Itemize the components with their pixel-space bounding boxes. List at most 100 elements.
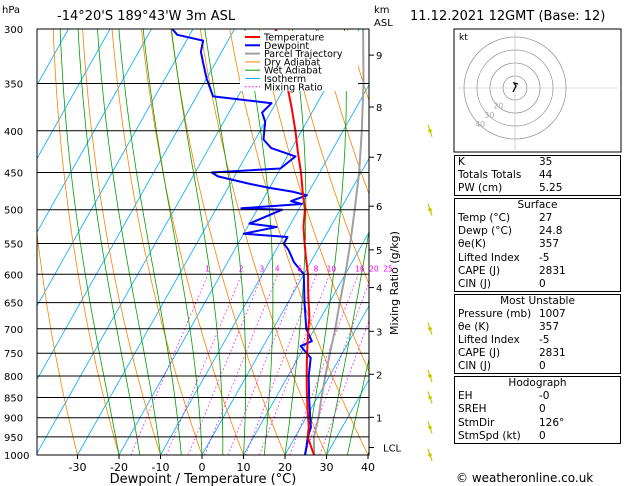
pressure-unit: hPa bbox=[2, 5, 20, 16]
height-tick-label: 7 bbox=[376, 153, 382, 164]
hodograph-table-value: -0 bbox=[539, 390, 550, 403]
surface-row: θe(K) 357 bbox=[455, 238, 620, 251]
most-unstable-value: -5 bbox=[539, 334, 550, 347]
most-unstable-row: Lifted Index -5 bbox=[455, 334, 620, 347]
wet-adiabat-line bbox=[59, 29, 120, 455]
mixing-ratio-line bbox=[188, 274, 263, 455]
most-unstable-row: θe (K) 357 bbox=[455, 321, 620, 334]
mixing-ratio-label: 20 bbox=[369, 264, 379, 273]
legend-entry: Mixing Ratio bbox=[264, 82, 323, 93]
mixing-ratio-label: 16 bbox=[355, 264, 365, 273]
mixing-ratio-label: 6 bbox=[297, 264, 302, 273]
surface-row: Dewp (°C) 24.8 bbox=[455, 225, 620, 238]
index-key: K bbox=[458, 156, 465, 168]
surface-key: Temp (°C) bbox=[458, 212, 511, 225]
pressure-tick-label: 550 bbox=[4, 239, 23, 250]
hodograph-table-row: SREH 0 bbox=[455, 403, 620, 416]
dry-adiabat-line bbox=[82, 29, 161, 455]
height-tick-label: 3 bbox=[376, 327, 382, 338]
surface-row: CIN (J) 0 bbox=[455, 278, 620, 291]
isotherm-line bbox=[37, 29, 194, 307]
hodograph-table-key: EH bbox=[458, 390, 473, 403]
location-title: -14°20'S 189°43'W 3m ASL bbox=[57, 9, 236, 24]
wind-barb-dot bbox=[428, 207, 432, 212]
mixing-ratio-label: 2 bbox=[239, 264, 244, 273]
isotherm-line bbox=[37, 29, 111, 160]
surface-value: 27 bbox=[539, 212, 553, 225]
hodograph-trace bbox=[512, 81, 519, 93]
mixing-ratio-line bbox=[304, 281, 369, 455]
height-tick-label: 1 bbox=[376, 413, 382, 424]
temp-tick-label: 0 bbox=[199, 461, 206, 474]
mixing-ratio-label: 4 bbox=[275, 264, 280, 273]
hodograph-table-value: 0 bbox=[539, 403, 546, 416]
height-tick-label: 4 bbox=[376, 284, 382, 295]
legend-entry: Temperature bbox=[263, 33, 324, 44]
height-unit-top: km bbox=[374, 5, 390, 16]
isotherm-line bbox=[37, 29, 235, 381]
surface-key: Lifted Index bbox=[458, 251, 520, 264]
height-tick-label: 8 bbox=[376, 103, 382, 114]
hodograph-table-value: 126° bbox=[539, 416, 565, 429]
most-unstable-key: CIN (J) bbox=[458, 360, 491, 373]
index-key: Totals Totals bbox=[458, 169, 522, 182]
surface-value: 24.8 bbox=[539, 225, 563, 238]
wind-barb-dot bbox=[428, 453, 432, 457]
mixing-ratio-line bbox=[227, 274, 301, 455]
surface-title: Surface bbox=[517, 199, 558, 212]
wet-adiabat-line bbox=[326, 228, 369, 455]
pressure-tick-label: 850 bbox=[4, 393, 23, 404]
surface-key: Dewp (°C) bbox=[458, 225, 512, 238]
temp-tick-label: -20 bbox=[110, 461, 128, 474]
surface-key: CAPE (J) bbox=[458, 264, 501, 277]
pressure-tick-label: 450 bbox=[4, 168, 23, 179]
index-row: Totals Totals 44 bbox=[455, 169, 620, 182]
pressure-tick-label: 300 bbox=[4, 25, 23, 36]
indices-section: K 35 Totals Totals 44 PW (cm) 5.25 bbox=[454, 155, 621, 197]
mixing-ratio-label: 3 bbox=[260, 264, 265, 273]
hodograph-table-row: StmSpd (kt) 0 bbox=[455, 430, 620, 443]
surface-row: CAPE (J) 2831 bbox=[455, 265, 620, 278]
temp-tick-label: -30 bbox=[69, 461, 87, 474]
pressure-tick-label: 400 bbox=[4, 127, 23, 138]
index-value: 44 bbox=[539, 169, 553, 182]
mixing-ratio-label: 8 bbox=[314, 264, 319, 273]
isotherm-line bbox=[326, 378, 369, 455]
legend-entry: Dewpoint bbox=[264, 41, 309, 52]
pressure-tick-label: 900 bbox=[4, 414, 23, 425]
wet-adiabat-line bbox=[346, 356, 369, 455]
mixing-ratio-label: 25 bbox=[383, 264, 393, 273]
pressure-tick-label: 800 bbox=[4, 372, 23, 383]
most-unstable-title: Most Unstable bbox=[500, 294, 575, 307]
isotherm-line bbox=[160, 84, 369, 455]
most-unstable-key: Lifted Index bbox=[458, 334, 520, 347]
wind-barb-dot bbox=[428, 128, 432, 133]
mixing-ratio-label: 10 bbox=[327, 264, 337, 273]
surface-row: Lifted Index -5 bbox=[455, 252, 620, 265]
index-row: K 35 bbox=[455, 156, 620, 169]
plot-frame bbox=[36, 28, 370, 456]
most-unstable-key: CAPE (J) bbox=[458, 347, 501, 360]
hodograph-table-value: 0 bbox=[539, 429, 546, 442]
mixing-ratio-label: 1 bbox=[205, 264, 210, 273]
surface-key: θe(K) bbox=[458, 238, 486, 251]
hodograph-table-section: Hodograph EH -0 SREH 0 StmDir 126° StmSpd (kt)… bbox=[454, 376, 621, 444]
most-unstable-value: 2831 bbox=[539, 347, 566, 360]
height-tick-label: 6 bbox=[376, 202, 382, 213]
footer-credit: © weatheronline.co.uk bbox=[456, 471, 593, 485]
hodograph-ring-label: 20 bbox=[493, 102, 503, 111]
surface-row: Temp (°C) 27 bbox=[455, 212, 620, 225]
hodograph-ring-label: 30 bbox=[484, 111, 494, 120]
most-unstable-row: Pressure (mb) 1007 bbox=[455, 308, 620, 321]
isotherm-line bbox=[118, 29, 360, 455]
hodograph-table-title: Hodograph bbox=[508, 377, 567, 390]
isotherm-line bbox=[37, 29, 152, 234]
temp-tick-label: 40 bbox=[361, 461, 375, 474]
dry-adiabat-line bbox=[37, 229, 78, 455]
pressure-tick-label: 600 bbox=[4, 270, 23, 281]
index-value: 35 bbox=[539, 156, 553, 168]
pressure-tick-label: 750 bbox=[4, 349, 23, 360]
dry-adiabat-line bbox=[317, 29, 369, 196]
pressure-tick-label: 950 bbox=[4, 433, 23, 444]
